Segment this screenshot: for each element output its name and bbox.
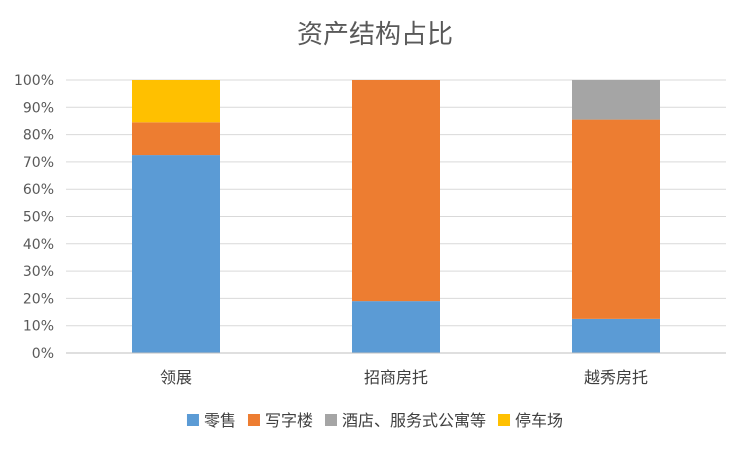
y-tick-label: 60% — [23, 182, 54, 198]
bar-segment — [572, 119, 660, 319]
y-tick-label: 10% — [23, 319, 54, 335]
y-tick-label: 0% — [32, 346, 54, 362]
legend: 零售 写字楼 酒店、服务式公寓等 停车场 — [186, 411, 563, 430]
bar-segment — [352, 80, 440, 302]
x-axis-ticks: 领展 招商房托 越秀房托 — [160, 368, 648, 387]
y-tick-label: 30% — [23, 264, 54, 280]
legend-swatch — [186, 414, 199, 426]
legend-swatch — [247, 414, 260, 426]
y-tick-label: 80% — [23, 128, 54, 144]
legend-label: 停车场 — [515, 411, 563, 430]
bar-segment — [132, 80, 220, 123]
x-tick-label: 越秀房托 — [584, 368, 648, 387]
x-tick-label: 招商房托 — [364, 368, 428, 387]
bar-segment — [352, 301, 440, 353]
y-tick-label: 20% — [23, 291, 54, 307]
legend-label: 写字楼 — [265, 411, 313, 430]
x-tick-label: 领展 — [160, 368, 192, 387]
legend-item: 写字楼 — [247, 411, 313, 430]
chart-title: 资产结构占比 — [297, 20, 453, 50]
legend-label: 酒店、服务式公寓等 — [342, 411, 486, 430]
legend-swatch — [325, 414, 337, 426]
y-tick-label: 40% — [23, 237, 54, 253]
bar-segment — [132, 155, 220, 353]
y-tick-label: 70% — [23, 155, 54, 171]
legend-label: 零售 — [204, 411, 236, 430]
legend-item: 零售 — [186, 411, 236, 430]
bar-segment — [572, 80, 660, 120]
legend-swatch — [498, 414, 511, 426]
bar-segment — [572, 318, 660, 353]
y-tick-label: 100% — [14, 73, 54, 89]
y-axis-ticks: 0% 10% 20% 30% 40% 50% 60% 70% 80% 90% 100% — [14, 73, 54, 362]
y-tick-label: 90% — [23, 100, 54, 116]
bar-segment — [132, 122, 220, 156]
bars — [132, 80, 660, 353]
legend-item: 酒店、服务式公寓等 — [325, 411, 486, 430]
y-tick-label: 50% — [23, 210, 54, 226]
legend-item: 停车场 — [498, 411, 563, 430]
